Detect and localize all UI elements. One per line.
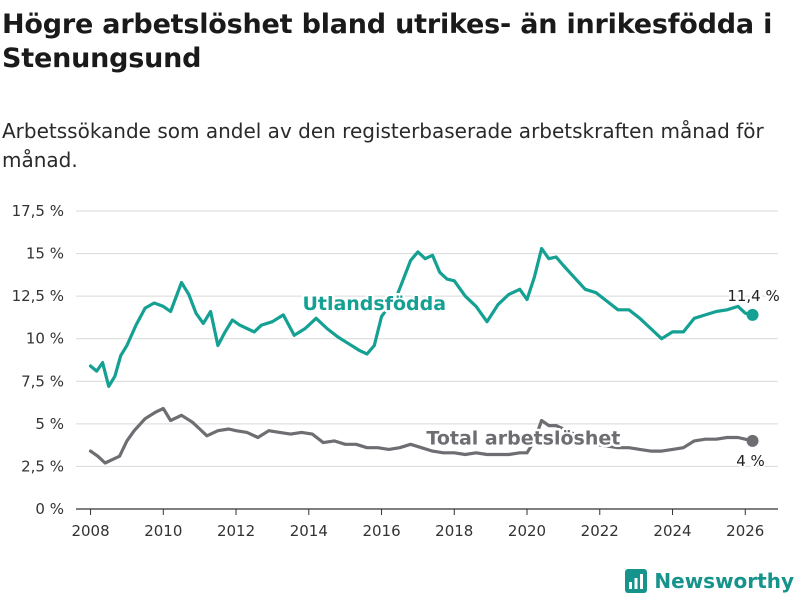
- y-tick-label: 10 %: [26, 330, 64, 348]
- chart-subtitle: Arbetssökande som andel av den registerb…: [2, 119, 764, 172]
- x-tick-label: 2018: [435, 522, 473, 540]
- chart-title: Högre arbetslöshet bland utrikes- än inr…: [2, 9, 773, 74]
- y-tick-label: 7,5 %: [21, 372, 64, 390]
- y-tick-label: 15 %: [26, 245, 64, 263]
- newsworthy-logo[interactable]: Newsworthy: [624, 568, 794, 594]
- end-point-total: [746, 434, 759, 447]
- y-tick-label: 2,5 %: [21, 457, 64, 475]
- x-tick-label: 2014: [290, 522, 328, 540]
- x-tick-label: 2010: [144, 522, 182, 540]
- end-label-total: 4 %: [736, 452, 765, 470]
- newsworthy-logo-icon: [625, 569, 648, 593]
- series-label-utlandsfodda: Utlandsfödda: [302, 293, 446, 315]
- end-label-utlandsfodda: 11,4 %: [727, 287, 779, 305]
- x-tick-label: 2016: [362, 522, 400, 540]
- y-tick-label: 17,5 %: [12, 202, 64, 220]
- x-tick-label: 2026: [726, 522, 764, 540]
- x-tick-label: 2012: [217, 522, 255, 540]
- x-tick-label: 2020: [508, 522, 546, 540]
- x-tick-label: 2022: [581, 522, 619, 540]
- end-point-utlandsfodda: [746, 308, 759, 321]
- y-tick-label: 0 %: [35, 500, 64, 518]
- series-line-total: [88, 406, 755, 465]
- y-tick-label: 12,5 %: [12, 287, 64, 305]
- x-tick-label: 2008: [71, 522, 109, 540]
- newsworthy-logo-text: Newsworthy: [654, 569, 794, 593]
- series-line-utlandsfodda: [88, 246, 755, 388]
- series-label-total: Total arbetslöshet: [426, 427, 620, 449]
- y-tick-label: 5 %: [35, 415, 64, 433]
- x-tick-label: 2024: [653, 522, 691, 540]
